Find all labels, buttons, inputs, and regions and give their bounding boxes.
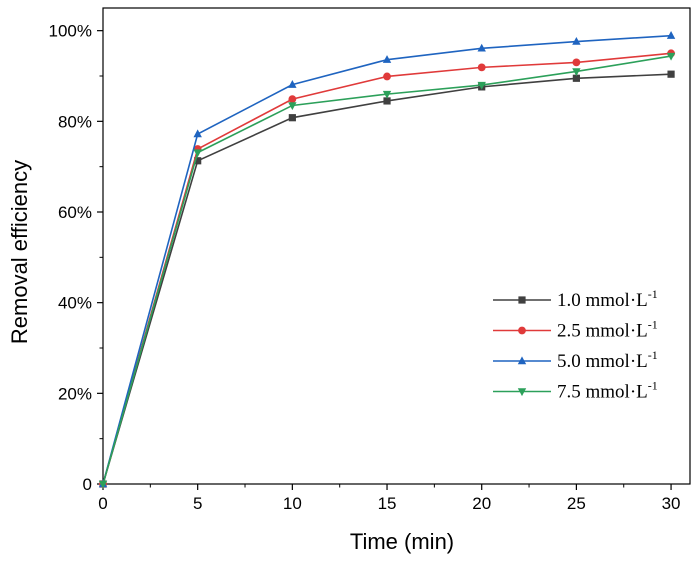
data-point — [383, 72, 391, 81]
data-point — [382, 90, 392, 99]
series-layer — [98, 31, 676, 489]
data-point — [572, 68, 581, 77]
data-point — [667, 70, 675, 78]
y-axis: 0 20% 40% 60% 80% 100% — [49, 22, 103, 494]
x-tick-label: 0 — [98, 494, 107, 513]
plot-border — [102, 7, 691, 485]
data-point — [193, 129, 202, 138]
series-1 — [99, 70, 675, 488]
legend-item: 5.0 mmol·L-1 — [493, 348, 658, 372]
y-axis-title: Removal efficiency — [7, 160, 32, 344]
data-point — [193, 149, 202, 158]
y-tick-label: 60% — [58, 203, 92, 222]
legend-label: 1.0 mmol·L-1 — [557, 287, 658, 311]
legend-marker — [517, 388, 527, 397]
data-point — [572, 74, 580, 82]
data-point — [288, 114, 296, 122]
data-point — [382, 55, 392, 63]
x-tick-label: 25 — [567, 494, 586, 513]
data-point — [288, 102, 297, 111]
plot-frame — [102, 7, 691, 485]
legend-item: 1.0 mmol·L-1 — [493, 287, 658, 311]
legend-item: 2.5 mmol·L-1 — [493, 318, 658, 342]
y-tick-label: 40% — [58, 294, 92, 313]
data-point — [572, 36, 581, 45]
legend-marker — [518, 326, 526, 335]
data-point — [477, 43, 486, 52]
data-point — [98, 480, 108, 489]
data-point — [477, 63, 486, 72]
legend-marker — [517, 356, 527, 365]
x-tick-label: 30 — [662, 494, 681, 513]
x-axis-title: Time (min) — [350, 529, 454, 554]
data-point — [477, 81, 486, 90]
x-tick-label: 10 — [283, 494, 302, 513]
y-tick-label: 80% — [58, 112, 92, 131]
y-tick-label: 20% — [58, 384, 92, 403]
series-line — [102, 55, 672, 485]
legend-marker — [518, 296, 526, 304]
x-tick-label: 20 — [472, 494, 491, 513]
x-tick-label: 15 — [378, 494, 397, 513]
series-2 — [99, 49, 675, 488]
y-tick-label: 0 — [83, 475, 92, 494]
series-line — [102, 73, 672, 485]
x-axis: 0 5 10 15 20 25 30 — [98, 484, 681, 513]
series-line — [102, 52, 672, 485]
y-tick-label: 100% — [49, 22, 92, 41]
legend: 1.0 mmol·L-1 2.5 mmol·L-1 5.0 mmol·L-1 7.5 … — [493, 287, 658, 403]
legend-item: 7.5 mmol·L-1 — [493, 379, 658, 403]
data-point — [288, 95, 297, 104]
series-4 — [98, 52, 676, 489]
series-3 — [98, 31, 676, 488]
data-point — [666, 52, 676, 61]
legend-label: 7.5 mmol·L-1 — [557, 379, 658, 403]
data-point — [194, 157, 202, 165]
data-point — [288, 80, 297, 88]
data-point — [572, 58, 581, 67]
x-tick-label: 5 — [193, 494, 202, 513]
data-point — [383, 97, 391, 105]
legend-label: 2.5 mmol·L-1 — [557, 318, 658, 342]
data-point — [666, 31, 676, 39]
legend-label: 5.0 mmol·L-1 — [557, 348, 658, 372]
